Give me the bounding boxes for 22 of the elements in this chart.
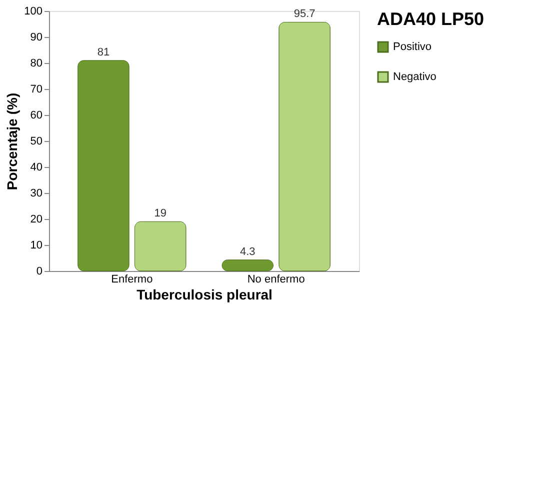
data-label: 19 (154, 208, 166, 220)
y-tick-label: 90 (30, 32, 42, 44)
y-tick-label: 70 (30, 84, 42, 96)
data-label: 4.3 (240, 246, 256, 258)
y-tick-label: 0 (36, 266, 42, 278)
x-tick-label: Enfermo (111, 274, 153, 286)
data-label: 95.7 (294, 8, 316, 20)
data-label: 81 (97, 46, 110, 58)
y-tick-label: 20 (30, 214, 42, 226)
x-tick-label: No enfermo (247, 274, 305, 286)
y-tick-label: 30 (30, 188, 42, 200)
legend-label: Positivo (393, 41, 432, 53)
x-axis-title: Tuberculosis pleural (136, 286, 272, 302)
y-tick-label: 80 (30, 58, 42, 70)
legend-label: Negativo (393, 71, 436, 83)
y-tick-label: 50 (30, 136, 42, 148)
y-tick-label: 10 (30, 240, 42, 252)
y-tick-label: 100 (24, 6, 42, 18)
y-tick-label: 40 (30, 162, 42, 174)
y-tick-label: 60 (30, 110, 42, 122)
legend-title: ADA40 LP50 (377, 9, 484, 29)
y-axis-title: Porcentaje (%) (4, 92, 20, 190)
